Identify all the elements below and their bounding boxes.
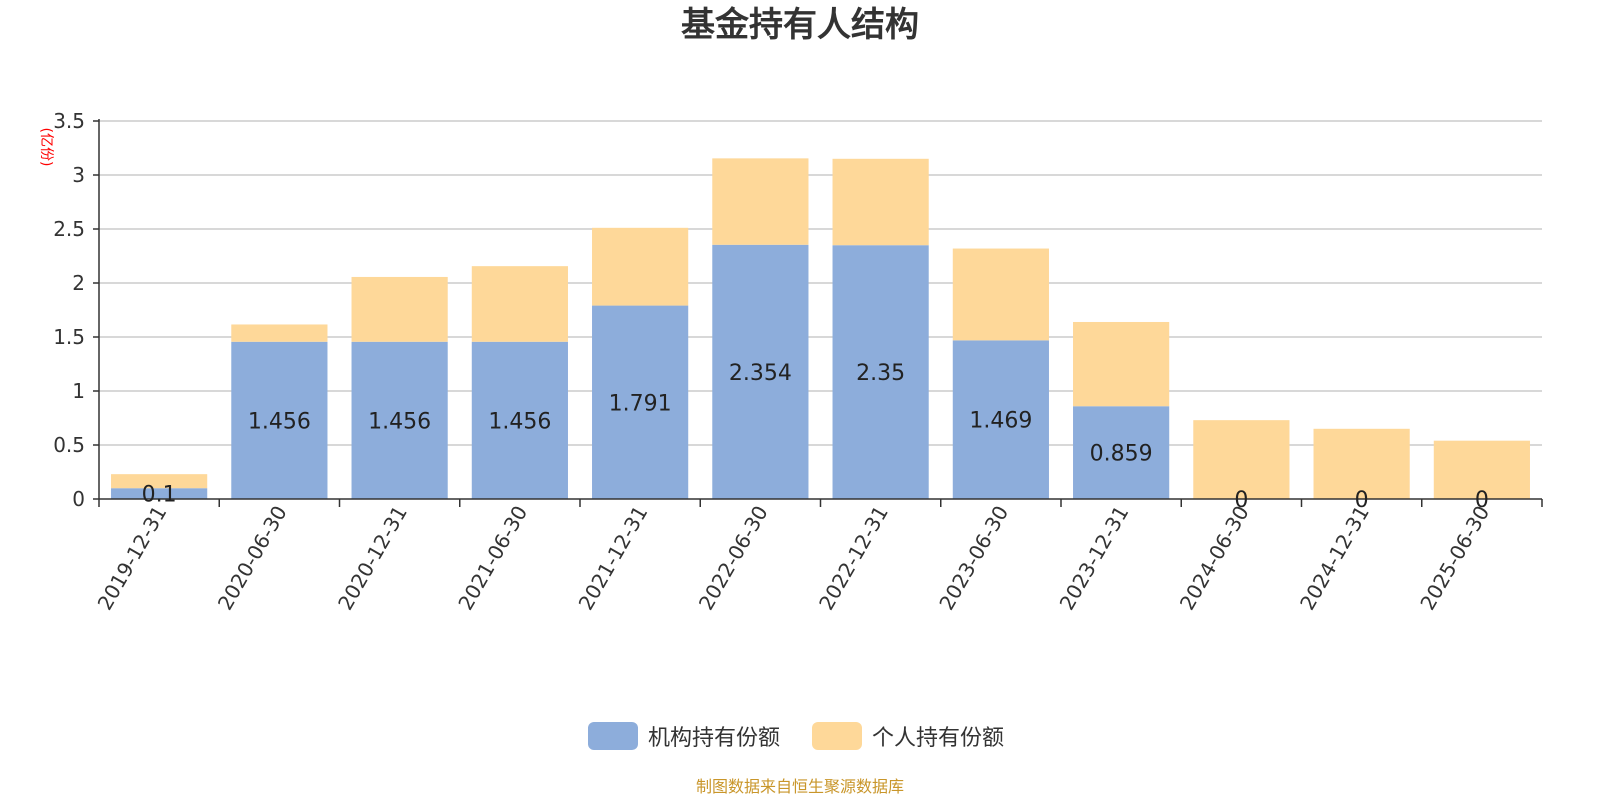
x-tick-label: 2020-12-31 [333,502,412,615]
x-tick-label: 2023-12-31 [1055,502,1134,615]
bar-individual[interactable] [1313,428,1410,499]
data-label: 0.859 [1090,442,1153,467]
bar-individual[interactable] [1193,420,1290,499]
y-tick-label: 2 [72,271,85,295]
data-label: 1.456 [488,409,551,434]
bar-institution[interactable] [351,341,448,499]
chart-title: 基金持有人结构 [681,5,919,45]
data-label: 2.354 [729,361,792,386]
bar-individual[interactable] [231,324,328,342]
x-tick-label: 2025-06-30 [1415,502,1494,615]
x-tick-label: 2021-06-30 [453,502,532,615]
data-label: 2.35 [856,361,905,386]
bar-individual[interactable] [712,158,809,245]
bar-individual[interactable] [952,248,1049,341]
x-tick-label: 2019-12-31 [93,502,172,615]
bar-individual[interactable] [351,276,448,342]
bar-institution[interactable] [231,341,328,499]
legend-label-individual[interactable]: 个人持有份额 [872,726,1004,751]
source-note: 制图数据来自恒生聚源数据库 [696,777,904,796]
x-tick-label: 2023-06-30 [934,502,1013,615]
data-label: 1.469 [969,409,1032,434]
x-tick-label: 2022-06-30 [694,502,773,615]
y-tick-label: 0.5 [53,433,85,457]
y-tick-label: 3.5 [53,109,85,133]
y-tick-label: 2.5 [53,217,85,241]
bar-institution[interactable] [111,488,208,499]
bar-individual[interactable] [832,158,929,246]
bar-individual[interactable] [111,474,208,489]
y-tick-label: 1 [72,379,85,403]
data-label: 1.791 [609,391,672,416]
bar-individual[interactable] [471,266,568,342]
bar-individual[interactable] [1073,321,1170,407]
bar-institution[interactable] [592,305,689,499]
bar-individual[interactable] [1433,440,1530,499]
y-axis-unit: (亿份) [38,128,54,167]
x-tick-label: 2024-06-30 [1175,502,1254,615]
x-tick-label: 2021-12-31 [574,502,653,615]
legend-swatch-individual[interactable] [812,722,862,750]
bar-institution[interactable] [952,340,1049,499]
bar-institution[interactable] [1073,406,1170,499]
bars [111,158,1530,499]
y-tick-label: 0 [72,487,85,511]
legend-label-institution[interactable]: 机构持有份额 [648,726,780,751]
x-tick-label: 2022-12-31 [814,502,893,615]
bar-institution[interactable] [471,341,568,499]
data-label: 1.456 [368,409,431,434]
x-tick-label: 2024-12-31 [1295,502,1374,615]
y-tick-label: 3 [72,163,85,187]
legend-swatch-institution[interactable] [588,722,638,750]
legend[interactable]: 机构持有份额 个人持有份额 [588,722,1004,751]
x-tick-label: 2020-06-30 [213,502,292,615]
bar-institution[interactable] [712,244,809,499]
data-label: 1.456 [248,409,311,434]
data-labels: 0.1 1.456 1.456 1.456 1.791 2.354 2.35 1.469 0.8… [142,361,1489,513]
bar-individual[interactable] [592,227,689,306]
data-label: 0 [1234,488,1248,513]
grid [99,120,1542,446]
data-label: 0.1 [142,483,177,508]
data-label: 0 [1475,488,1489,513]
data-label: 0 [1355,488,1369,513]
y-tick-label: 1.5 [53,325,85,349]
bar-institution[interactable] [832,245,929,499]
